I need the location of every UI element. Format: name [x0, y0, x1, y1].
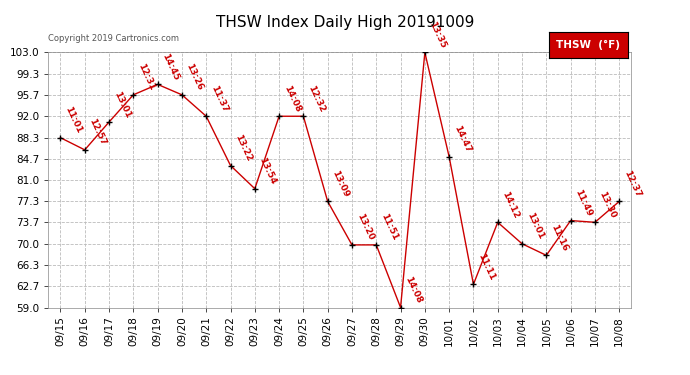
Text: 12:32: 12:32 [306, 84, 326, 114]
Text: 13:30: 13:30 [598, 190, 618, 219]
Text: 14:08: 14:08 [404, 275, 424, 305]
Text: THSW  (°F): THSW (°F) [556, 40, 620, 50]
Text: 12:31: 12:31 [136, 62, 157, 92]
Text: 12:57: 12:57 [88, 117, 108, 147]
Text: 11:01: 11:01 [63, 105, 83, 135]
Text: THSW Index Daily High 20191009: THSW Index Daily High 20191009 [216, 15, 474, 30]
Text: 11:51: 11:51 [379, 212, 400, 242]
Text: 11:16: 11:16 [549, 223, 569, 253]
Text: 14:12: 14:12 [500, 190, 521, 219]
Text: 13:01: 13:01 [525, 211, 545, 241]
Text: 13:54: 13:54 [257, 156, 278, 186]
Text: 13:01: 13:01 [112, 90, 132, 119]
Text: 13:09: 13:09 [331, 169, 351, 199]
Text: Copyright 2019 Cartronics.com: Copyright 2019 Cartronics.com [48, 34, 179, 43]
Text: 13:22: 13:22 [233, 133, 253, 163]
Text: 13:20: 13:20 [355, 213, 375, 242]
Text: 11:49: 11:49 [573, 188, 594, 218]
Text: 11:11: 11:11 [476, 252, 497, 282]
Text: 14:45: 14:45 [160, 52, 181, 82]
Text: 13:35: 13:35 [428, 20, 448, 50]
Text: 13:26: 13:26 [185, 62, 205, 92]
Text: 11:37: 11:37 [209, 84, 229, 114]
Text: 14:47: 14:47 [452, 124, 473, 154]
Text: 12:37: 12:37 [622, 169, 642, 199]
Text: 14:08: 14:08 [282, 84, 302, 114]
